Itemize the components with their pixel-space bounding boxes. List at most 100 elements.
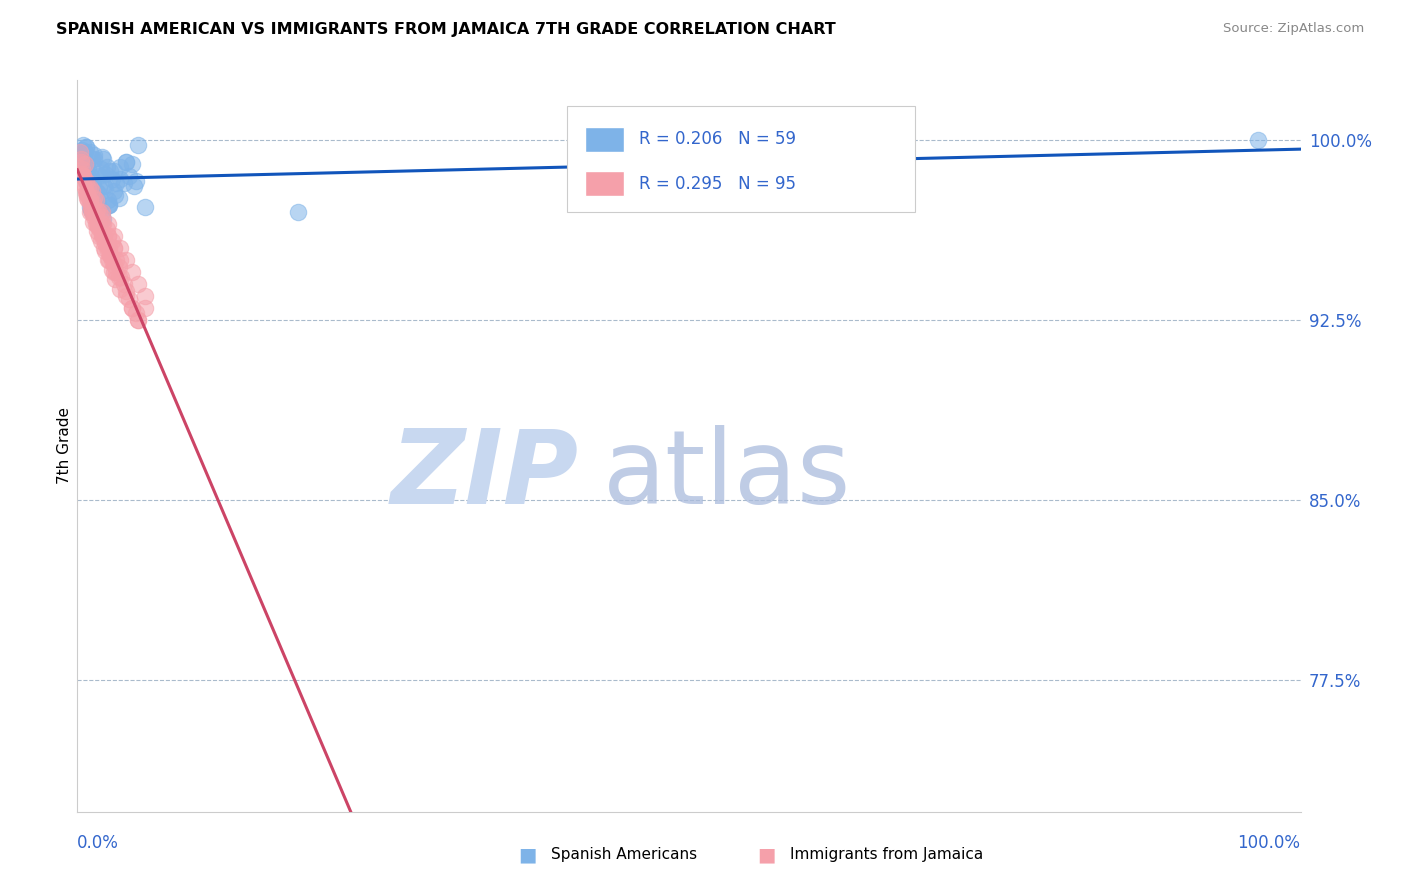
Point — [73, 157, 96, 171]
Point — [103, 258, 125, 272]
Point — [94, 236, 117, 251]
Text: 0.0%: 0.0% — [77, 834, 120, 852]
Point — [80, 205, 103, 219]
Point — [87, 186, 110, 200]
Point — [73, 181, 96, 195]
Point — [76, 186, 98, 200]
Point — [97, 253, 120, 268]
Point — [70, 154, 93, 169]
Point — [84, 193, 107, 207]
Text: atlas: atlas — [603, 425, 852, 525]
Point — [90, 229, 112, 244]
Point — [69, 145, 91, 160]
Point — [97, 198, 120, 212]
Point — [128, 277, 150, 292]
Point — [121, 265, 143, 279]
Point — [105, 253, 128, 268]
Point — [90, 150, 112, 164]
Point — [80, 200, 103, 214]
Point — [122, 178, 145, 193]
Point — [83, 147, 105, 161]
FancyBboxPatch shape — [585, 171, 624, 196]
Point — [108, 241, 131, 255]
Text: Source: ZipAtlas.com: Source: ZipAtlas.com — [1223, 22, 1364, 36]
Point — [76, 157, 98, 171]
Point — [118, 292, 141, 306]
Point — [128, 313, 150, 327]
Point — [86, 217, 108, 231]
Point — [125, 306, 148, 320]
Point — [115, 154, 138, 169]
Point — [79, 193, 101, 207]
Point — [134, 289, 156, 303]
Point — [98, 241, 121, 255]
Point — [134, 301, 156, 315]
Text: ZIP: ZIP — [391, 425, 579, 525]
Point — [98, 198, 121, 212]
Point — [70, 153, 93, 167]
Point — [90, 217, 112, 231]
Point — [96, 160, 118, 174]
Point — [70, 150, 93, 164]
Point — [110, 269, 132, 284]
Point — [93, 178, 115, 193]
Point — [105, 265, 128, 279]
Point — [90, 205, 112, 219]
Point — [100, 262, 122, 277]
Point — [118, 169, 141, 184]
Point — [75, 186, 97, 200]
Point — [72, 169, 94, 184]
Y-axis label: 7th Grade: 7th Grade — [56, 408, 72, 484]
Point — [115, 285, 138, 299]
Text: Immigrants from Jamaica: Immigrants from Jamaica — [790, 847, 983, 862]
Point — [98, 248, 121, 262]
Point — [89, 229, 111, 244]
Point — [93, 241, 115, 255]
Text: ■: ■ — [756, 845, 776, 864]
Point — [89, 169, 111, 184]
Point — [97, 193, 120, 207]
Point — [79, 145, 101, 160]
Point — [108, 171, 131, 186]
Point — [96, 222, 118, 236]
Point — [128, 313, 150, 327]
Point — [84, 193, 107, 207]
Point — [76, 191, 98, 205]
Point — [96, 239, 118, 253]
Point — [79, 193, 101, 207]
Point — [94, 181, 117, 195]
Text: R = 0.206   N = 59: R = 0.206 N = 59 — [638, 130, 796, 148]
Point — [79, 200, 101, 214]
Point — [87, 219, 110, 234]
Point — [76, 188, 98, 202]
FancyBboxPatch shape — [567, 106, 915, 212]
Point — [93, 229, 115, 244]
Point — [108, 282, 131, 296]
Point — [97, 229, 120, 244]
Point — [82, 215, 104, 229]
Point — [98, 164, 121, 178]
Point — [83, 210, 105, 224]
Point — [70, 161, 93, 176]
Point — [72, 177, 94, 191]
Point — [108, 160, 131, 174]
Point — [121, 157, 143, 171]
Text: ■: ■ — [517, 845, 537, 864]
Point — [77, 181, 100, 195]
Point — [82, 174, 104, 188]
Point — [80, 205, 103, 219]
Point — [98, 198, 121, 212]
Point — [125, 174, 148, 188]
Point — [91, 153, 114, 167]
Point — [90, 161, 112, 176]
Point — [80, 184, 103, 198]
Point — [77, 161, 100, 176]
Point — [103, 241, 125, 255]
Text: SPANISH AMERICAN VS IMMIGRANTS FROM JAMAICA 7TH GRADE CORRELATION CHART: SPANISH AMERICAN VS IMMIGRANTS FROM JAMA… — [56, 22, 837, 37]
Point — [76, 177, 98, 191]
Point — [103, 229, 125, 244]
Point — [79, 205, 101, 219]
Point — [98, 253, 121, 268]
Point — [84, 210, 107, 224]
Point — [100, 234, 122, 248]
